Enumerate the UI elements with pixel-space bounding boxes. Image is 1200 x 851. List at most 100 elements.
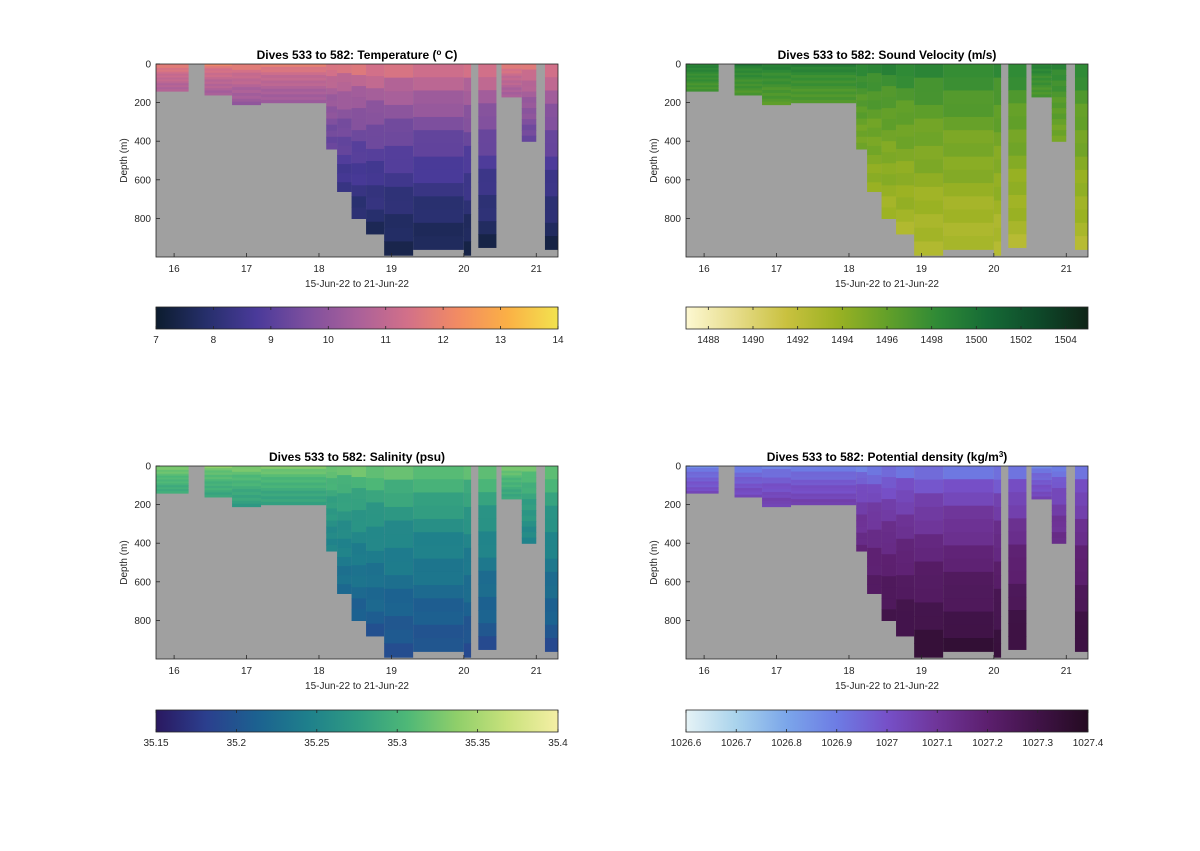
data-cell xyxy=(501,71,522,74)
data-cell xyxy=(734,494,763,498)
x-tick-label: 21 xyxy=(1061,264,1073,275)
x-tick-label: 21 xyxy=(531,666,543,677)
data-cell xyxy=(867,127,882,138)
data-cell xyxy=(896,64,915,77)
data-cell xyxy=(993,118,1002,133)
profile-column xyxy=(156,466,189,494)
data-cell xyxy=(413,90,464,105)
data-cell xyxy=(856,514,868,522)
data-cell xyxy=(501,85,522,89)
y-tick-label: 800 xyxy=(664,616,681,627)
y-tick-label: 600 xyxy=(664,175,681,186)
profile-column xyxy=(463,466,472,658)
data-cell xyxy=(686,71,719,75)
data-cell xyxy=(993,616,1002,631)
data-cell xyxy=(791,91,857,95)
data-cell xyxy=(501,66,522,70)
data-cell xyxy=(1008,518,1027,533)
profile-column xyxy=(384,64,414,256)
data-cell xyxy=(261,91,327,95)
data-cell xyxy=(993,132,1002,147)
panel-3: 16 17 18 19 20 21 0 200 400 600 800 Dives 533 to 58… xyxy=(119,450,568,749)
data-cell xyxy=(881,130,897,142)
data-cell xyxy=(384,479,414,494)
data-cell xyxy=(521,91,537,98)
data-cell xyxy=(413,466,464,480)
data-cell xyxy=(351,108,367,120)
data-cell xyxy=(1008,77,1027,91)
data-cell xyxy=(232,101,262,106)
data-cell xyxy=(463,466,472,481)
data-cell xyxy=(326,118,338,126)
data-cell xyxy=(366,148,385,162)
data-cell xyxy=(366,88,385,101)
data-cell xyxy=(326,538,338,546)
data-cell xyxy=(734,77,763,81)
x-tick-label: 21 xyxy=(531,264,543,275)
data-cell xyxy=(943,103,994,118)
profile-column xyxy=(686,466,719,494)
data-cell xyxy=(521,119,537,126)
colorbar xyxy=(685,709,1089,733)
data-cell xyxy=(1051,64,1067,71)
data-cell xyxy=(463,241,472,256)
data-cell xyxy=(856,64,868,71)
data-cell xyxy=(734,481,763,485)
data-cell xyxy=(351,174,367,186)
axes-box xyxy=(155,465,559,660)
data-cell xyxy=(351,141,367,153)
data-cell xyxy=(351,532,367,544)
data-cell xyxy=(384,643,414,658)
data-cell xyxy=(762,497,792,502)
data-cell xyxy=(867,529,882,540)
data-cell xyxy=(1074,492,1088,507)
data-cell xyxy=(261,488,327,492)
data-cell xyxy=(867,493,882,503)
data-cell xyxy=(544,130,558,145)
data-cell xyxy=(1031,92,1052,96)
data-cell xyxy=(1031,484,1052,488)
data-cell xyxy=(1074,130,1088,145)
data-cell xyxy=(896,550,915,564)
data-cell xyxy=(791,77,857,82)
data-cell xyxy=(1074,518,1088,533)
data-cell xyxy=(337,556,352,567)
x-tick-label: 16 xyxy=(169,264,181,275)
y-axis-label: Depth (m) xyxy=(649,540,660,584)
data-cell xyxy=(521,69,537,76)
data-cell xyxy=(1008,181,1027,196)
data-cell xyxy=(1074,532,1088,547)
data-cell xyxy=(384,159,414,174)
data-cell xyxy=(1008,492,1027,506)
data-cell xyxy=(156,471,189,475)
profile-column xyxy=(521,64,537,142)
data-cell xyxy=(1008,557,1027,572)
data-cell xyxy=(791,64,857,68)
data-cell xyxy=(943,479,994,494)
data-cell xyxy=(896,538,915,552)
data-cell xyxy=(261,72,327,76)
data-cell xyxy=(1008,636,1027,650)
data-cell xyxy=(734,86,763,89)
data-cell xyxy=(204,472,233,476)
data-cell xyxy=(791,501,857,506)
data-cell xyxy=(501,94,522,98)
data-cell xyxy=(337,466,352,476)
colorbar-tick-label: 35.15 xyxy=(143,738,168,749)
colorbar-tick-label: 1027.4 xyxy=(1073,738,1104,749)
data-cell xyxy=(326,106,338,114)
data-cell xyxy=(156,77,189,81)
data-cell xyxy=(856,502,868,510)
data-cell xyxy=(521,488,537,495)
data-cell xyxy=(1074,196,1088,211)
y-tick-label: 600 xyxy=(134,175,151,186)
profile-column xyxy=(867,466,882,594)
data-cell xyxy=(1051,69,1067,76)
data-cell xyxy=(856,112,868,120)
data-cell xyxy=(478,208,497,222)
data-cell xyxy=(762,92,792,97)
profile-column xyxy=(413,466,464,652)
data-cell xyxy=(881,141,897,153)
data-cell xyxy=(337,154,352,165)
y-axis-label: Depth (m) xyxy=(649,138,660,182)
